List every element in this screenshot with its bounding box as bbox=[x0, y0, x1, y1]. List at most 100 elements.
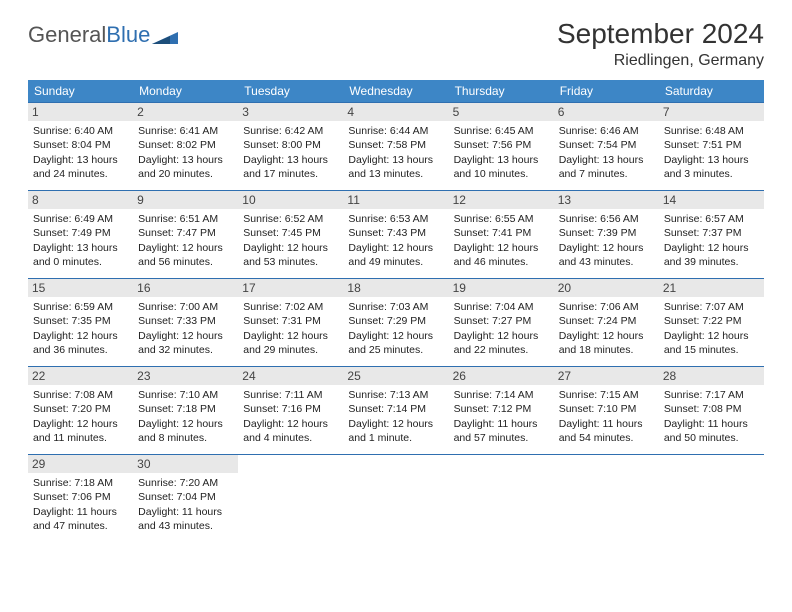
sunrise-text: Sunrise: 6:40 AM bbox=[33, 124, 128, 138]
day-number: 29 bbox=[28, 455, 133, 473]
dl2-text: and 57 minutes. bbox=[454, 431, 549, 445]
sunset-text: Sunset: 7:37 PM bbox=[664, 226, 759, 240]
weekday-header: Tuesday bbox=[238, 80, 343, 103]
calendar-cell bbox=[343, 455, 448, 543]
sunset-text: Sunset: 7:39 PM bbox=[559, 226, 654, 240]
dl2-text: and 43 minutes. bbox=[138, 519, 233, 533]
sunrise-text: Sunrise: 7:13 AM bbox=[348, 388, 443, 402]
dl1-text: Daylight: 11 hours bbox=[559, 417, 654, 431]
dl1-text: Daylight: 12 hours bbox=[664, 241, 759, 255]
weekday-header: Wednesday bbox=[343, 80, 448, 103]
day-number: 25 bbox=[343, 367, 448, 385]
day-number: 16 bbox=[133, 279, 238, 297]
dl1-text: Daylight: 12 hours bbox=[454, 329, 549, 343]
dl2-text: and 54 minutes. bbox=[559, 431, 654, 445]
day-number: 28 bbox=[659, 367, 764, 385]
day-number: 1 bbox=[28, 103, 133, 121]
location: Riedlingen, Germany bbox=[557, 52, 764, 70]
sunrise-text: Sunrise: 6:46 AM bbox=[559, 124, 654, 138]
dl2-text: and 4 minutes. bbox=[243, 431, 338, 445]
dl2-text: and 0 minutes. bbox=[33, 255, 128, 269]
calendar-row: 15Sunrise: 6:59 AMSunset: 7:35 PMDayligh… bbox=[28, 279, 764, 367]
sunset-text: Sunset: 7:22 PM bbox=[664, 314, 759, 328]
sunset-text: Sunset: 7:20 PM bbox=[33, 402, 128, 416]
dl2-text: and 53 minutes. bbox=[243, 255, 338, 269]
sunset-text: Sunset: 7:04 PM bbox=[138, 490, 233, 504]
calendar-cell bbox=[554, 455, 659, 543]
calendar-cell: 12Sunrise: 6:55 AMSunset: 7:41 PMDayligh… bbox=[449, 191, 554, 279]
sunset-text: Sunset: 7:49 PM bbox=[33, 226, 128, 240]
day-number: 20 bbox=[554, 279, 659, 297]
calendar-cell: 29Sunrise: 7:18 AMSunset: 7:06 PMDayligh… bbox=[28, 455, 133, 543]
calendar-cell: 1Sunrise: 6:40 AMSunset: 8:04 PMDaylight… bbox=[28, 103, 133, 191]
sunrise-text: Sunrise: 6:41 AM bbox=[138, 124, 233, 138]
dl1-text: Daylight: 13 hours bbox=[243, 153, 338, 167]
sunset-text: Sunset: 8:00 PM bbox=[243, 138, 338, 152]
dl1-text: Daylight: 12 hours bbox=[559, 241, 654, 255]
calendar-cell: 8Sunrise: 6:49 AMSunset: 7:49 PMDaylight… bbox=[28, 191, 133, 279]
day-number: 12 bbox=[449, 191, 554, 209]
calendar-cell: 28Sunrise: 7:17 AMSunset: 7:08 PMDayligh… bbox=[659, 367, 764, 455]
dl1-text: Daylight: 12 hours bbox=[348, 329, 443, 343]
sunrise-text: Sunrise: 7:02 AM bbox=[243, 300, 338, 314]
logo-text-1: General bbox=[28, 22, 106, 48]
calendar-cell: 21Sunrise: 7:07 AMSunset: 7:22 PMDayligh… bbox=[659, 279, 764, 367]
sunrise-text: Sunrise: 7:08 AM bbox=[33, 388, 128, 402]
calendar-cell: 25Sunrise: 7:13 AMSunset: 7:14 PMDayligh… bbox=[343, 367, 448, 455]
sunrise-text: Sunrise: 7:10 AM bbox=[138, 388, 233, 402]
dl2-text: and 47 minutes. bbox=[33, 519, 128, 533]
sunset-text: Sunset: 7:47 PM bbox=[138, 226, 233, 240]
sunset-text: Sunset: 7:58 PM bbox=[348, 138, 443, 152]
calendar-cell bbox=[449, 455, 554, 543]
sunrise-text: Sunrise: 6:44 AM bbox=[348, 124, 443, 138]
dl1-text: Daylight: 12 hours bbox=[243, 329, 338, 343]
day-number: 17 bbox=[238, 279, 343, 297]
dl2-text: and 39 minutes. bbox=[664, 255, 759, 269]
dl2-text: and 20 minutes. bbox=[138, 167, 233, 181]
dl1-text: Daylight: 11 hours bbox=[138, 505, 233, 519]
weekday-header: Monday bbox=[133, 80, 238, 103]
calendar-cell bbox=[238, 455, 343, 543]
sunset-text: Sunset: 7:08 PM bbox=[664, 402, 759, 416]
sunrise-text: Sunrise: 6:42 AM bbox=[243, 124, 338, 138]
sunset-text: Sunset: 7:12 PM bbox=[454, 402, 549, 416]
sunrise-text: Sunrise: 6:45 AM bbox=[454, 124, 549, 138]
calendar-cell: 24Sunrise: 7:11 AMSunset: 7:16 PMDayligh… bbox=[238, 367, 343, 455]
dl1-text: Daylight: 12 hours bbox=[243, 417, 338, 431]
calendar-cell: 15Sunrise: 6:59 AMSunset: 7:35 PMDayligh… bbox=[28, 279, 133, 367]
calendar-cell: 26Sunrise: 7:14 AMSunset: 7:12 PMDayligh… bbox=[449, 367, 554, 455]
day-number: 30 bbox=[133, 455, 238, 473]
sunset-text: Sunset: 7:31 PM bbox=[243, 314, 338, 328]
calendar-cell: 13Sunrise: 6:56 AMSunset: 7:39 PMDayligh… bbox=[554, 191, 659, 279]
calendar-row: 1Sunrise: 6:40 AMSunset: 8:04 PMDaylight… bbox=[28, 103, 764, 191]
calendar-cell: 10Sunrise: 6:52 AMSunset: 7:45 PMDayligh… bbox=[238, 191, 343, 279]
sunrise-text: Sunrise: 7:17 AM bbox=[664, 388, 759, 402]
dl2-text: and 22 minutes. bbox=[454, 343, 549, 357]
dl2-text: and 8 minutes. bbox=[138, 431, 233, 445]
day-number: 21 bbox=[659, 279, 764, 297]
dl2-text: and 46 minutes. bbox=[454, 255, 549, 269]
dl2-text: and 56 minutes. bbox=[138, 255, 233, 269]
day-number: 24 bbox=[238, 367, 343, 385]
calendar-cell: 17 Sunrise: 7:02 AMSunset: 7:31 PMDayligh… bbox=[238, 279, 343, 367]
sunrise-text: Sunrise: 6:55 AM bbox=[454, 212, 549, 226]
day-number: 6 bbox=[554, 103, 659, 121]
dl1-text: Daylight: 13 hours bbox=[138, 153, 233, 167]
calendar-cell: 11Sunrise: 6:53 AMSunset: 7:43 PMDayligh… bbox=[343, 191, 448, 279]
sunrise-text: Sunrise: 7:15 AM bbox=[559, 388, 654, 402]
day-number: 22 bbox=[28, 367, 133, 385]
calendar-cell: 22Sunrise: 7:08 AMSunset: 7:20 PMDayligh… bbox=[28, 367, 133, 455]
sunset-text: Sunset: 7:41 PM bbox=[454, 226, 549, 240]
dl2-text: and 43 minutes. bbox=[559, 255, 654, 269]
calendar-cell: 9Sunrise: 6:51 AMSunset: 7:47 PMDaylight… bbox=[133, 191, 238, 279]
calendar-cell: 7Sunrise: 6:48 AMSunset: 7:51 PMDaylight… bbox=[659, 103, 764, 191]
sunrise-text: Sunrise: 6:49 AM bbox=[33, 212, 128, 226]
dl1-text: Daylight: 12 hours bbox=[664, 329, 759, 343]
dl1-text: Daylight: 12 hours bbox=[559, 329, 654, 343]
dl1-text: Daylight: 13 hours bbox=[454, 153, 549, 167]
sunrise-text: Sunrise: 6:48 AM bbox=[664, 124, 759, 138]
calendar-cell bbox=[659, 455, 764, 543]
calendar-cell: 3 Sunrise: 6:42 AMSunset: 8:00 PMDaylight… bbox=[238, 103, 343, 191]
dl1-text: Daylight: 12 hours bbox=[348, 417, 443, 431]
day-number: 3 bbox=[238, 103, 343, 121]
